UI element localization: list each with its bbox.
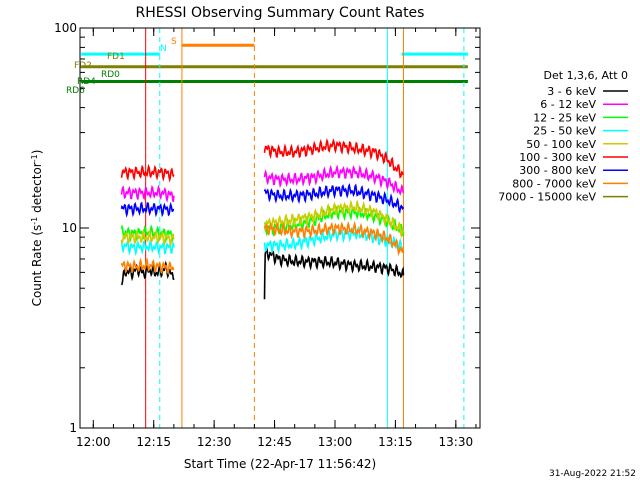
series-800-7000-kev-line-1: [263, 220, 405, 257]
x-tick-label-0: 12:00: [76, 435, 111, 449]
series-6-12-kev-line-0: [120, 184, 175, 203]
y-label-mid: detector: [30, 162, 44, 217]
legend-label-6-12-kev: 6 - 12 keV: [540, 98, 596, 111]
x-tick-label-2: 12:30: [197, 435, 232, 449]
series-50-100-kev-line-0: [120, 228, 175, 248]
y-label-exp2: -1: [30, 154, 39, 162]
legend-label-12-25-kev: 12 - 25 keV: [533, 111, 596, 124]
y-label-end: ): [30, 150, 44, 155]
series-300-800-kev-line-0: [120, 201, 175, 218]
vertical-markers-layer: [145, 28, 465, 428]
x-tick-label-3: 12:45: [257, 435, 292, 449]
x-tick-label-5: 13:15: [378, 435, 413, 449]
series-layer: [120, 138, 405, 300]
flag-s-label: S: [171, 37, 177, 47]
series-100-300-kev-line-1: [263, 138, 404, 179]
flag-rd0-label: RD0: [101, 70, 120, 80]
y-tick-label-0: 1: [69, 421, 77, 435]
legend-label-300-800-kev: 300 - 800 keV: [519, 164, 596, 177]
series-25-50-kev-line-0: [120, 239, 175, 257]
flag-fd2-label: FD2: [74, 61, 92, 71]
legend-label-7000-15000-kev: 7000 - 15000 keV: [498, 191, 596, 204]
legend-label-50-100-kev: 50 - 100 keV: [526, 138, 596, 151]
chart-title: RHESSI Observing Summary Count Rates: [136, 5, 425, 21]
y-axis-label: Count Rate (s-1 detector-1): [30, 150, 44, 307]
series-800-7000-kev-line-0: [120, 257, 175, 276]
series-50-100-kev-line-1: [263, 199, 405, 239]
series-100-300-kev-line-0: [120, 163, 175, 183]
flag-n-label: N: [160, 44, 167, 54]
y-tick-label-2: 100: [54, 21, 77, 35]
flag-fd1-label: FD1: [107, 52, 125, 62]
legend-label-100-300-kev: 100 - 300 keV: [519, 151, 596, 164]
footer-date: 31-Aug-2022 21:52: [549, 469, 636, 479]
x-tick-label-4: 13:00: [318, 435, 353, 449]
flag-rd4-label: RD4: [77, 77, 96, 87]
axes-layer: 12:00 12:15 12:30 12:45 13:00 13:15 13:30 1 10 10…: [54, 21, 481, 449]
series-3-6-kev-line-1: [263, 246, 405, 300]
y-label-main: Count Rate (s: [30, 225, 44, 307]
flag-rd6-label: RD6: [66, 86, 85, 96]
legend-label-800-7000-kev: 800 - 7000 keV: [512, 177, 596, 190]
x-tick-label-6: 13:30: [439, 435, 474, 449]
y-label-exp1: -1: [30, 217, 39, 225]
x-axis-label: Start Time (22-Apr-17 11:56:42): [184, 457, 376, 471]
legend-title: Det 1,3,6, Att 0: [544, 69, 628, 82]
series-6-12-kev-line-1: [263, 164, 405, 196]
y-tick-label-1: 10: [62, 221, 77, 235]
series-300-800-kev-line-1: [263, 183, 405, 214]
legend-label-25-50-kev: 25 - 50 keV: [533, 125, 596, 138]
legend-label-3-6-kev: 3 - 6 keV: [547, 85, 596, 98]
x-tick-label-1: 12:15: [136, 435, 171, 449]
